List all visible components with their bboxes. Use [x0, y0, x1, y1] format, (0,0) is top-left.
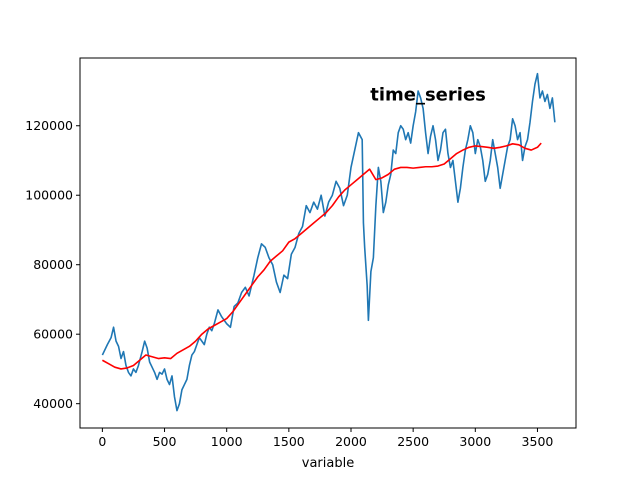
x-tick-label: 3500 — [522, 434, 554, 449]
x-tick-label: 500 — [153, 434, 177, 449]
x-tick-label: 2000 — [335, 434, 367, 449]
y-tick-label: 40000 — [33, 396, 73, 411]
plot-area — [80, 58, 576, 428]
x-tick-label: 2500 — [397, 434, 429, 449]
x-tick-label: 0 — [98, 434, 106, 449]
x-tick-label: 1000 — [211, 434, 243, 449]
x-tick-label: 3000 — [459, 434, 491, 449]
x-axis: 0 500 1000 1500 2000 2500 3000 3500 — [98, 428, 553, 449]
annotation-layer: time_series — [370, 84, 486, 105]
x-axis-label: variable — [302, 456, 354, 471]
y-tick-label: 120000 — [25, 118, 73, 133]
series-line-2 — [101, 142, 542, 370]
plot-frame — [79, 57, 577, 429]
chart-annotation: time_series — [370, 84, 486, 105]
y-tick-label: 100000 — [25, 188, 73, 203]
y-tick-label: 80000 — [33, 257, 73, 272]
series-layer — [101, 72, 556, 412]
y-axis: 40000 60000 80000 100000 120000 — [25, 118, 80, 411]
series-line-1 — [101, 72, 556, 412]
x-tick-label: 1500 — [273, 434, 305, 449]
y-tick-label: 60000 — [33, 327, 73, 342]
